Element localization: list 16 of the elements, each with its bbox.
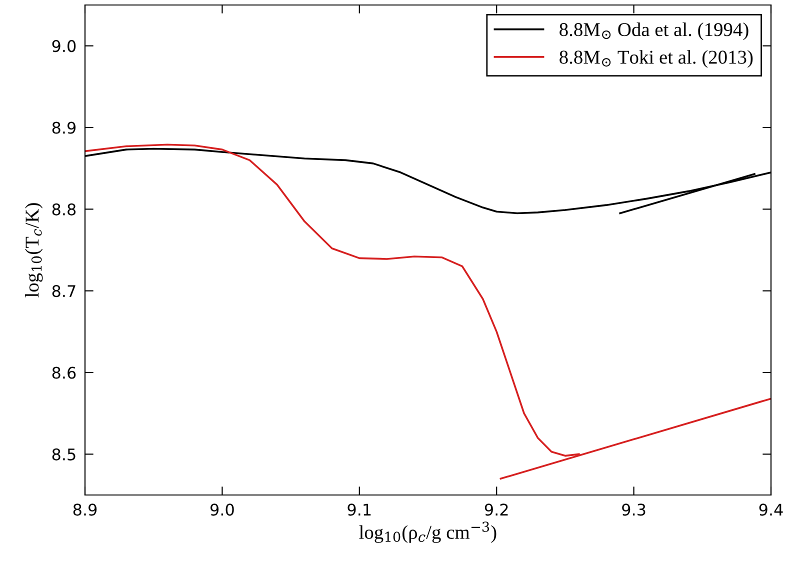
- y-axis-title: log$_{10}$(T$_{c}$/K): [25, 203, 43, 298]
- legend-label: 8.8M$_{⊙}$ Oda et al. (1994): [560, 22, 748, 40]
- x-tick-label: 9.2: [484, 504, 508, 516]
- x-tick-label: 9.0: [210, 504, 234, 516]
- x-tick-label: 9.1: [348, 504, 371, 516]
- y-tick-label: 8.7: [52, 285, 76, 298]
- y-tick-label: 8.5: [52, 448, 76, 460]
- y-tick-label: 8.9: [52, 122, 76, 134]
- x-tick-label: 9.4: [759, 504, 783, 516]
- y-tick-label: 8.6: [52, 366, 76, 379]
- x-axis-title: log$_{10}$(ρ$_{c}$/g cm$^{−3}$): [359, 522, 496, 543]
- y-tick-label: 9.0: [52, 40, 76, 52]
- legend-label: 8.8M$_{⊙}$ Toki et al. (2013): [560, 50, 753, 68]
- y-tick-label: 8.8: [52, 203, 76, 216]
- x-tick-label: 8.9: [73, 504, 97, 516]
- x-tick-label: 9.3: [622, 504, 646, 516]
